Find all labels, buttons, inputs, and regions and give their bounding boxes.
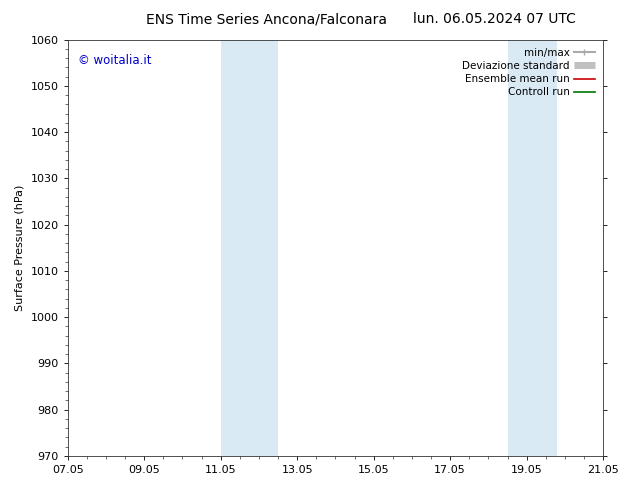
Y-axis label: Surface Pressure (hPa): Surface Pressure (hPa) bbox=[15, 185, 25, 311]
Bar bbox=[507, 40, 557, 456]
Text: ENS Time Series Ancona/Falconara: ENS Time Series Ancona/Falconara bbox=[146, 12, 387, 26]
Legend: min/max, Deviazione standard, Ensemble mean run, Controll run: min/max, Deviazione standard, Ensemble m… bbox=[459, 45, 598, 100]
Bar bbox=[221, 40, 278, 456]
Text: lun. 06.05.2024 07 UTC: lun. 06.05.2024 07 UTC bbox=[413, 12, 576, 26]
Text: © woitalia.it: © woitalia.it bbox=[79, 54, 152, 67]
